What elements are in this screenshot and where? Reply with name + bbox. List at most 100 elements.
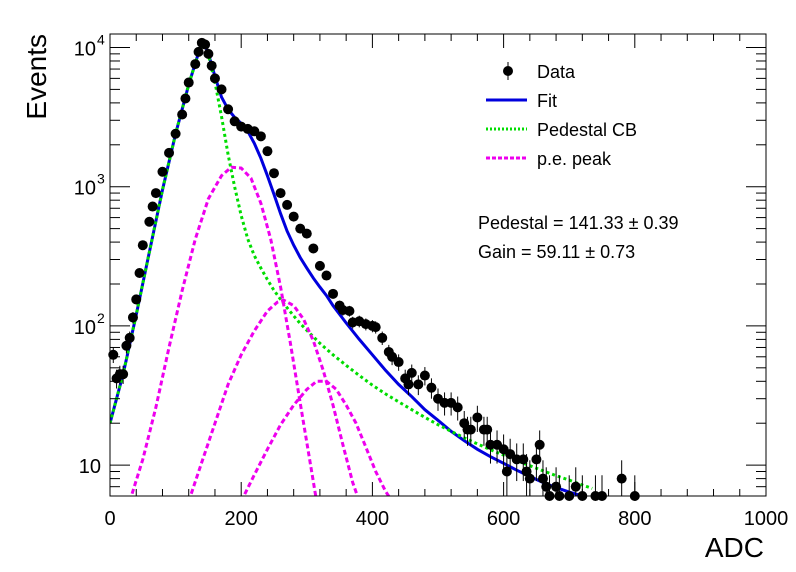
data-point [344, 305, 355, 317]
data-marker [501, 466, 512, 477]
data-point [321, 270, 332, 281]
data-point [531, 443, 542, 482]
y-tick-exponent: 2 [97, 310, 105, 326]
data-point [108, 347, 119, 364]
legend: Data Fit Pedestal CB p.e. peak [486, 62, 637, 169]
data-point [118, 365, 129, 384]
data-point [131, 294, 142, 305]
data-point [472, 405, 483, 432]
data-marker [206, 60, 217, 71]
data-point [482, 416, 493, 446]
data-point [282, 199, 293, 210]
x-tick-label: 1000 [744, 508, 789, 530]
data-marker [164, 147, 175, 158]
data-marker [377, 332, 388, 343]
data-marker [118, 369, 129, 380]
data-marker [157, 166, 168, 177]
data-marker [482, 424, 493, 435]
data-point [193, 46, 204, 57]
data-point [426, 378, 437, 399]
x-tick-label: 600 [487, 508, 520, 530]
data-point [177, 109, 188, 120]
legend-pe-label: p.e. peak [537, 149, 612, 169]
curve-pe-peak-3 [242, 379, 391, 496]
data-marker [314, 260, 325, 271]
data-point [370, 321, 381, 334]
data-point [269, 168, 279, 179]
y-tick-label: 10 [74, 317, 96, 339]
data-point [183, 77, 194, 88]
data-marker [406, 367, 417, 378]
data-point [534, 430, 545, 464]
data-point [314, 260, 325, 271]
data-marker [413, 379, 424, 390]
data-marker [465, 424, 476, 435]
data-marker [328, 288, 339, 299]
data-marker [419, 370, 430, 381]
data-point [255, 131, 266, 142]
legend-fit-label: Fit [537, 91, 557, 111]
data-points-layer [108, 37, 640, 501]
x-tick-label: 800 [618, 508, 651, 530]
plot-frame [109, 33, 767, 497]
data-marker [321, 270, 332, 281]
data-point [570, 467, 581, 496]
x-tick-label: 0 [104, 508, 115, 530]
data-point [150, 188, 161, 199]
data-marker [452, 402, 463, 413]
legend-pedestal-label: Pedestal CB [537, 120, 637, 140]
data-marker [200, 39, 211, 50]
data-marker [551, 481, 562, 492]
data-marker [524, 473, 535, 484]
data-marker [344, 305, 355, 316]
data-point [137, 240, 148, 251]
data-marker [193, 46, 204, 57]
data-marker [108, 349, 119, 360]
data-marker [570, 481, 581, 492]
y-tick-label: 10 [74, 38, 96, 60]
data-point [127, 312, 138, 324]
data-marker [190, 59, 201, 70]
data-marker [370, 322, 381, 333]
data-point [164, 147, 175, 158]
data-marker [216, 84, 227, 95]
data-point [200, 39, 211, 50]
data-marker [144, 216, 155, 227]
data-point [262, 146, 273, 157]
data-point [288, 211, 299, 222]
y-axis-title: Events [21, 34, 52, 120]
data-marker [121, 340, 132, 351]
y-tick-exponent: 3 [97, 171, 105, 187]
data-point [413, 375, 424, 396]
data-marker [255, 131, 266, 142]
data-marker [393, 357, 404, 368]
data-marker [308, 243, 319, 254]
data-point [393, 354, 404, 371]
data-point [419, 367, 430, 386]
data-marker [537, 473, 548, 484]
data-marker [541, 481, 552, 492]
data-point [308, 243, 319, 254]
data-marker [518, 454, 529, 465]
y-tick-exponent: 4 [97, 31, 105, 47]
data-marker [150, 188, 161, 199]
data-point [147, 201, 158, 212]
data-point [124, 331, 135, 345]
data-point [301, 228, 312, 239]
data-point [209, 73, 220, 84]
data-marker [288, 211, 299, 222]
data-marker [531, 454, 542, 465]
data-marker [177, 109, 188, 120]
x-tick-label: 200 [225, 508, 258, 530]
data-point [465, 416, 476, 446]
y-tick-label: 10 [74, 178, 96, 200]
curve-pe-peak-2 [188, 298, 360, 496]
data-marker [134, 267, 145, 278]
data-point [377, 331, 388, 345]
data-point [134, 267, 145, 278]
data-marker [180, 93, 191, 104]
data-point [206, 60, 217, 71]
data-marker [262, 146, 273, 157]
data-point [157, 166, 168, 177]
data-point [190, 59, 201, 70]
